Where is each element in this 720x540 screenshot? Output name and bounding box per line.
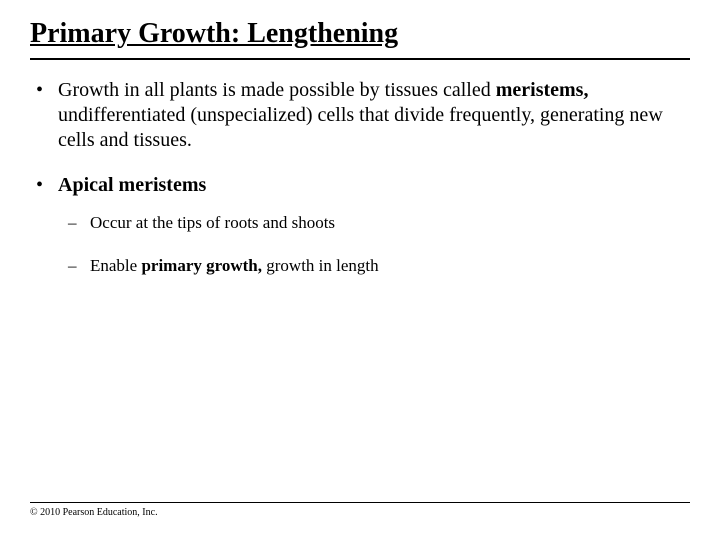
bullet-list: Growth in all plants is made possible by…	[30, 78, 690, 277]
footer-rule	[30, 502, 690, 503]
slide: Primary Growth: Lengthening Growth in al…	[0, 0, 720, 540]
bullet-item: Apical meristems Occur at the tips of ro…	[30, 173, 690, 277]
bullet-text-post: undifferentiated (unspecialized) cells t…	[58, 104, 663, 151]
bullet-text-bold: meristems,	[496, 79, 589, 101]
copyright-text: © 2010 Pearson Education, Inc.	[30, 507, 690, 518]
sub-bullet-text-pre: Enable	[90, 256, 141, 275]
slide-footer: © 2010 Pearson Education, Inc.	[30, 502, 690, 518]
sub-bullet-text-post: growth in length	[262, 256, 379, 275]
sub-bullet-text-bold: primary growth,	[141, 256, 262, 275]
sub-bullet-text: Occur at the tips of roots and shoots	[90, 213, 335, 232]
bullet-item: Growth in all plants is made possible by…	[30, 78, 690, 153]
sub-bullet-item: Occur at the tips of roots and shoots	[58, 212, 690, 233]
bullet-text-bold: Apical meristems	[58, 174, 206, 196]
sub-bullet-item: Enable primary growth, growth in length	[58, 255, 690, 276]
title-underline-rule	[30, 58, 690, 60]
sub-bullet-list: Occur at the tips of roots and shoots En…	[58, 212, 690, 277]
slide-content: Growth in all plants is made possible by…	[30, 78, 690, 277]
slide-title: Primary Growth: Lengthening	[30, 18, 690, 56]
bullet-text-pre: Growth in all plants is made possible by…	[58, 79, 496, 101]
